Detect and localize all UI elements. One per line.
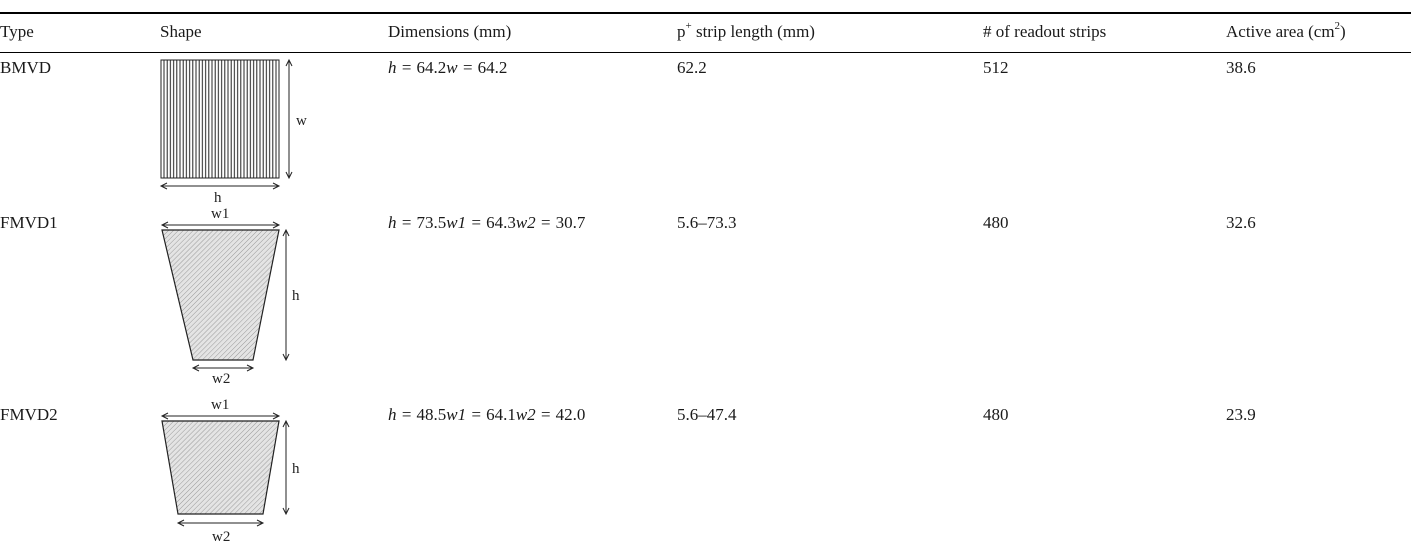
fmvd1-dim-h-val: 73.5	[416, 213, 447, 232]
bmvd-h-arrowhead-left	[159, 182, 168, 190]
fmvd2-shape-svg: w1 h w2	[160, 397, 300, 545]
bmvd-dim-w-var: w	[446, 58, 458, 77]
bmvd-shape-diagram: w h	[156, 58, 316, 210]
fmvd2-w2-label: w2	[212, 529, 230, 545]
fmvd2-w1-label: w1	[211, 397, 229, 413]
header-dimensions: Dimensions (mm)	[388, 22, 512, 41]
row-fmvd2-active-area: 23.9	[1226, 405, 1256, 424]
fmvd2-dim-w2-val: 42.0	[555, 405, 586, 424]
bmvd-dim-h-var: h	[388, 58, 397, 77]
header-rule	[0, 52, 1411, 53]
fmvd2-h-arrowhead-bottom	[282, 507, 290, 516]
fmvd2-w2-arrowhead-left	[176, 519, 185, 527]
row-bmvd-readout: 512	[983, 58, 1009, 77]
row-fmvd2-strip-length: 5.6–47.4	[677, 405, 737, 424]
bmvd-h-label: h	[214, 190, 222, 206]
header-area-suffix: )	[1340, 22, 1346, 41]
fmvd2-w1-arrowhead-right	[272, 412, 281, 420]
header-area-prefix: Active area (cm	[1226, 22, 1335, 41]
bmvd-w-label: w	[296, 113, 307, 129]
fmvd1-h-arrowhead-bottom	[282, 353, 290, 362]
fmvd1-w1-arrowhead-right	[272, 221, 281, 229]
row-bmvd-dimensions: h = 64.2w = 64.2	[388, 58, 508, 77]
fmvd1-w1-label: w1	[211, 206, 229, 222]
fmvd1-dim-w2-var: w2	[515, 213, 536, 232]
row-fmvd1-dimensions: h = 73.5w1 = 64.3w2 = 30.7	[388, 213, 586, 232]
fmvd2-w2-arrowhead-right	[256, 519, 265, 527]
header-shape: Shape	[160, 22, 202, 41]
fmvd1-shape-svg: w1 h w2	[160, 206, 300, 387]
bmvd-dim-w-val: 64.2	[477, 58, 508, 77]
bmvd-w-arrowhead-bottom	[285, 171, 293, 180]
fmvd2-w1-arrowhead-left	[160, 412, 169, 420]
fmvd1-w1-arrowhead-left	[160, 221, 169, 229]
row-fmvd2-readout: 480	[983, 405, 1009, 424]
row-bmvd-active-area: 38.6	[1226, 58, 1256, 77]
row-fmvd1-strip-length: 5.6–73.3	[677, 213, 737, 232]
row-fmvd1-type: FMVD1	[0, 213, 58, 232]
bmvd-w-arrowhead-top	[285, 58, 293, 67]
bmvd-shape-svg: w h	[159, 58, 307, 206]
fmvd2-dim-h-var: h	[388, 405, 397, 424]
fmvd1-w2-label: w2	[212, 371, 230, 387]
row-fmvd1-active-area: 32.6	[1226, 213, 1256, 232]
bmvd-dim-h-val: 64.2	[416, 58, 447, 77]
row-bmvd-strip-length: 62.2	[677, 58, 707, 77]
header-readout: # of readout strips	[983, 22, 1107, 41]
fmvd2-trapezoid	[161, 420, 280, 515]
header-strip-prefix: p	[677, 22, 686, 41]
header-strip-sup: +	[685, 20, 692, 33]
fmvd1-shape-diagram: w1 h w2	[156, 203, 316, 389]
fmvd2-dim-w1-var: w1	[446, 405, 467, 424]
fmvd1-w2-arrowhead-right	[246, 364, 255, 372]
fmvd2-dim-w1-val: 64.1	[486, 405, 516, 424]
row-fmvd1-readout: 480	[983, 213, 1009, 232]
row-bmvd-type: BMVD	[0, 58, 52, 77]
header-strip-length: p+ strip length (mm)	[677, 20, 815, 42]
fmvd1-dim-w1-var: w1	[446, 213, 467, 232]
table-top-rule	[0, 12, 1411, 14]
header-strip-suffix: strip length (mm)	[691, 22, 815, 41]
row-fmvd2-type: FMVD2	[0, 405, 58, 424]
fmvd2-h-label: h	[292, 461, 300, 477]
fmvd2-h-arrowhead-top	[282, 419, 290, 428]
fmvd2-dim-h-val: 48.5	[416, 405, 447, 424]
fmvd1-h-arrowhead-top	[282, 228, 290, 237]
fmvd1-h-label: h	[292, 288, 300, 304]
bmvd-square	[160, 59, 280, 179]
fmvd2-dim-w2-var: w2	[515, 405, 536, 424]
header-area-sup: 2	[1334, 20, 1341, 33]
fmvd1-dim-w1-val: 64.3	[486, 213, 516, 232]
header-type: Type	[0, 22, 34, 41]
fmvd2-shape-diagram: w1 h w2	[156, 394, 316, 549]
fmvd1-dim-h-var: h	[388, 213, 397, 232]
bmvd-h-arrowhead-right	[272, 182, 281, 190]
fmvd1-dim-w2-val: 30.7	[555, 213, 586, 232]
fmvd1-w2-arrowhead-left	[191, 364, 200, 372]
fmvd1-trapezoid	[161, 229, 280, 361]
row-fmvd2-dimensions: h = 48.5w1 = 64.1w2 = 42.0	[388, 405, 586, 424]
header-active-area: Active area (cm2)	[1226, 20, 1346, 42]
